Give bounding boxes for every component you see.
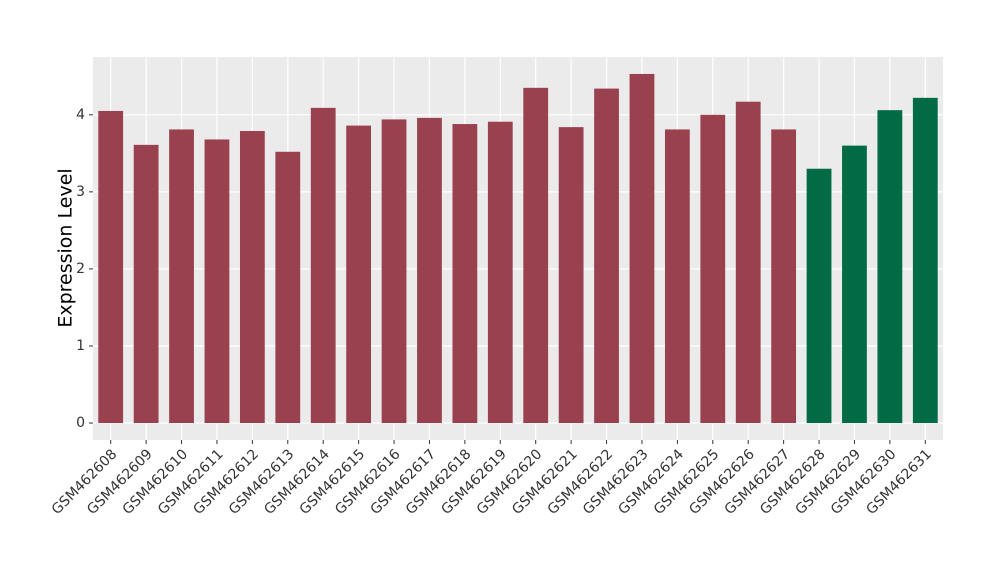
panel [93,57,943,440]
bar [735,101,761,424]
y-tick-label: 3 [76,184,85,200]
bar [842,145,867,424]
bar [310,107,336,424]
bar [594,88,619,424]
bar [169,129,194,424]
bar [133,144,159,424]
bar [877,110,903,424]
bar [629,73,655,424]
bar [487,121,513,424]
y-axis-title: Expression Level [55,168,77,327]
bar [204,139,230,424]
bar [558,127,584,424]
y-tick-label: 2 [76,261,85,277]
bar [417,117,442,424]
bar [98,110,124,424]
bar [275,151,301,424]
bar [452,124,478,424]
bar [806,168,832,424]
bar [700,114,726,424]
y-tick-label: 0 [76,415,85,431]
y-tick-label: 4 [76,107,85,123]
bar [771,129,797,424]
bar [664,129,690,424]
bar [912,97,938,424]
bar [239,130,265,424]
y-tick-label: 1 [76,338,85,354]
bar [523,87,549,424]
bar [381,119,407,424]
bar [346,125,372,424]
